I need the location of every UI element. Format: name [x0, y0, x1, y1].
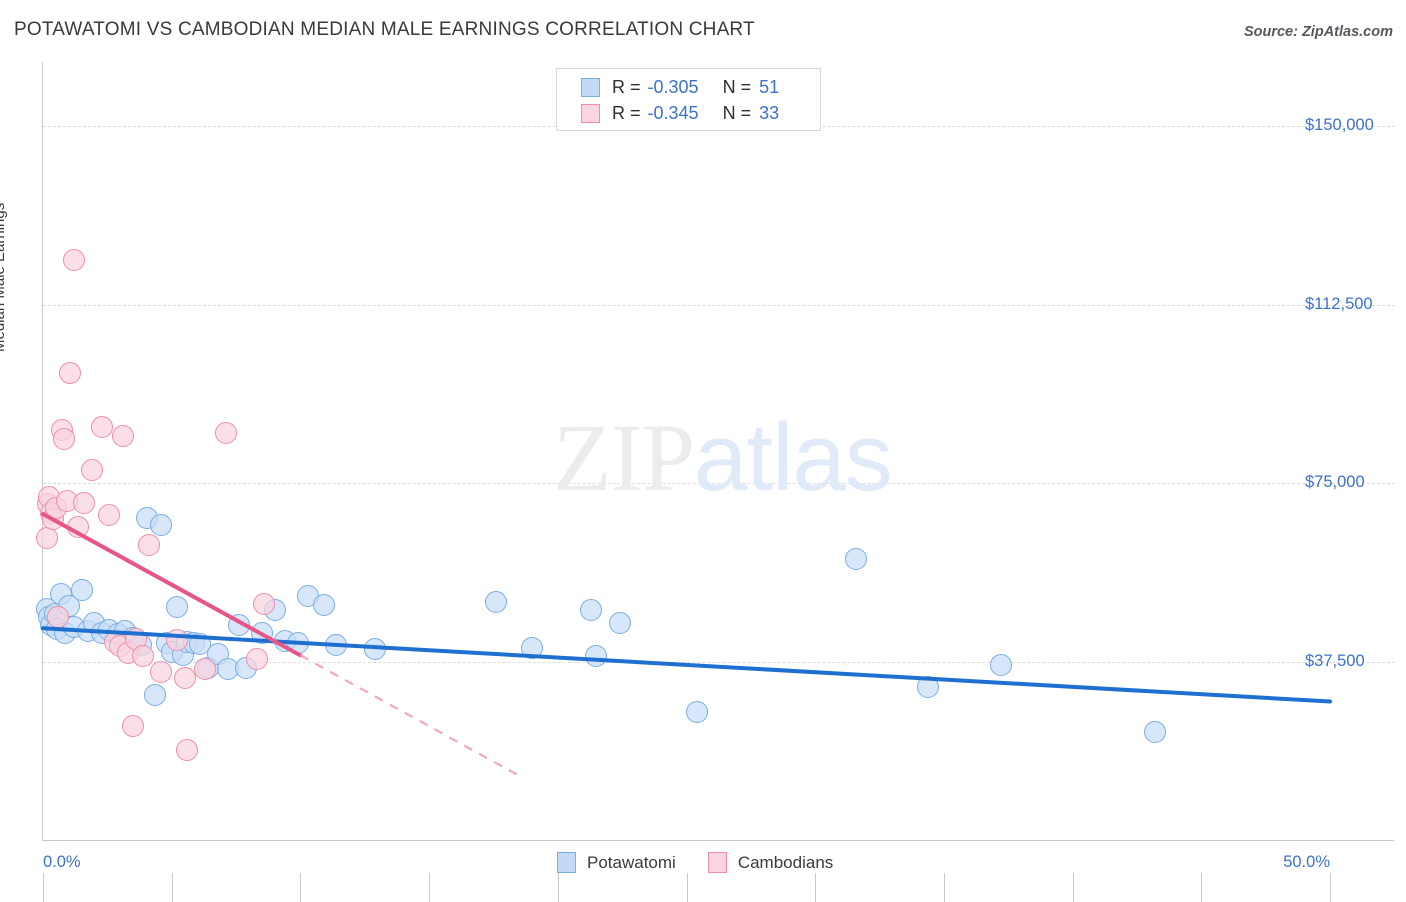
series-legend-item-cambodians[interactable]: Cambodians: [707, 852, 834, 873]
r-label-potawatomi: R =: [612, 76, 641, 97]
series-legend-item-potawatomi[interactable]: Potawatomi: [557, 852, 676, 873]
scatter-point-blue[interactable]: [485, 590, 508, 613]
scatter-point-blue[interactable]: [325, 633, 348, 656]
y-axis-tick-label: $150,000: [1305, 116, 1374, 135]
series-swatch-blue-icon: [557, 852, 576, 873]
scatter-point-pink[interactable]: [214, 421, 237, 444]
y-axis-tick-label: $37,500: [1305, 651, 1365, 670]
series-label-potawatomi: Potawatomi: [587, 852, 676, 872]
scatter-point-pink[interactable]: [165, 629, 188, 652]
scatter-point-blue[interactable]: [608, 612, 631, 635]
scatter-point-blue[interactable]: [227, 613, 250, 636]
page-title: POTAWATOMI VS CAMBODIAN MEDIAN MALE EARN…: [14, 19, 755, 40]
scatter-point-blue[interactable]: [312, 594, 335, 617]
series-swatch-pink-icon: [707, 852, 727, 873]
plot-area: [35, 62, 1395, 902]
y-axis-title: Median Male Earnings: [0, 202, 8, 352]
scatter-point-pink[interactable]: [73, 491, 96, 514]
n-value-potawatomi: 51: [759, 76, 780, 97]
correlation-legend-row-potawatomi: R = -0.305 N = 51: [581, 74, 779, 100]
scatter-point-blue[interactable]: [1143, 720, 1166, 743]
x-axis-tick: [171, 873, 173, 902]
scatter-point-blue[interactable]: [989, 653, 1012, 676]
scatter-point-pink[interactable]: [35, 526, 58, 549]
x-axis-tick: [557, 873, 559, 902]
scatter-point-pink[interactable]: [59, 361, 82, 384]
scatter-point-pink[interactable]: [62, 248, 85, 271]
scatter-point-blue[interactable]: [364, 637, 387, 660]
scatter-point-pink[interactable]: [66, 516, 89, 539]
legend-swatch-blue-icon: [581, 77, 600, 97]
y-axis-line: [42, 62, 43, 841]
x-axis-tick: [815, 873, 817, 902]
legend-swatch-pink-icon: [581, 103, 600, 123]
scatter-point-blue[interactable]: [585, 645, 608, 668]
scatter-point-blue[interactable]: [150, 513, 173, 536]
scatter-point-blue[interactable]: [521, 636, 544, 659]
scatter-point-blue[interactable]: [580, 599, 603, 622]
scatter-point-pink[interactable]: [176, 739, 199, 762]
n-label-cambodians: N =: [722, 102, 752, 123]
gridline: [43, 304, 1395, 306]
r-value-potawatomi: -0.305: [647, 76, 699, 97]
scatter-point-pink[interactable]: [91, 415, 114, 438]
series-legend: Potawatomi Cambodians: [557, 852, 865, 873]
x-axis-tick-label: 50.0%: [1283, 853, 1330, 871]
scatter-point-pink[interactable]: [150, 661, 173, 684]
x-axis-tick-label: 0.0%: [43, 853, 81, 871]
x-axis-line: [42, 840, 1394, 841]
x-axis-tick: [1072, 873, 1074, 902]
scatter-point-blue[interactable]: [845, 548, 868, 571]
y-axis-tick-label: $75,000: [1305, 473, 1365, 492]
x-axis-tick: [43, 873, 44, 902]
n-value-cambodians: 33: [759, 102, 780, 123]
scatter-point-blue[interactable]: [286, 632, 309, 655]
scatter-point-pink[interactable]: [97, 504, 120, 526]
scatter-point-blue[interactable]: [165, 596, 188, 619]
x-axis-tick: [429, 873, 431, 902]
scatter-point-pink[interactable]: [52, 427, 75, 450]
x-axis-tick: [300, 873, 302, 902]
x-axis-tick: [1330, 873, 1331, 902]
scatter-point-pink[interactable]: [245, 647, 268, 670]
r-value-cambodians: -0.345: [647, 102, 699, 123]
scatter-point-pink[interactable]: [173, 667, 196, 690]
scatter-point-blue[interactable]: [685, 700, 708, 723]
correlation-legend-row-cambodians: R = -0.345 N = 33: [581, 100, 779, 126]
x-axis-tick: [943, 873, 945, 902]
scatter-point-pink[interactable]: [80, 458, 103, 481]
scatter-point-pink[interactable]: [132, 644, 155, 667]
scatter-point-pink[interactable]: [122, 715, 145, 738]
r-label-cambodians: R =: [612, 102, 641, 123]
gridline: [43, 483, 1395, 485]
scatter-point-pink[interactable]: [194, 657, 217, 680]
n-label-potawatomi: N =: [722, 76, 752, 97]
correlation-legend: R = -0.305 N = 51 R = -0.345 N = 33: [556, 68, 821, 131]
scatter-point-pink[interactable]: [137, 534, 160, 557]
source-attribution: Source: ZipAtlas.com: [1243, 24, 1393, 40]
x-axis-tick: [1201, 873, 1203, 902]
y-axis-tick-label: $112,500: [1305, 294, 1373, 313]
scatter-point-blue[interactable]: [143, 683, 166, 706]
scatter-point-blue[interactable]: [250, 621, 273, 644]
series-label-cambodians: Cambodians: [737, 852, 834, 872]
x-axis-tick: [686, 873, 688, 902]
scatter-point-blue[interactable]: [917, 676, 940, 699]
scatter-point-pink[interactable]: [111, 424, 134, 447]
scatter-point-blue[interactable]: [70, 578, 93, 601]
